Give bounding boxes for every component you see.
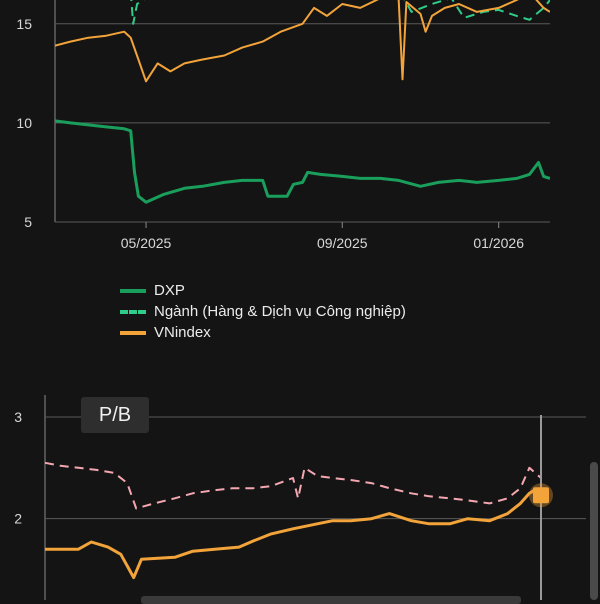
legend-item-vnindex[interactable]: VNindex (120, 322, 406, 343)
pb-title-badge: P/B (81, 397, 149, 433)
y-tick-label: 2 (14, 511, 22, 527)
series-line-vnindex (55, 0, 550, 83)
legend-item-dxp[interactable]: DXP (120, 280, 406, 301)
x-tick-label: 09/2025 (317, 235, 368, 251)
legend-label-dxp: DXP (154, 282, 185, 299)
price-comparison-chart: 5 10 15 05/2025 09/2025 01/2026 (16, 0, 550, 251)
series-line-industry (44, 461, 542, 510)
series-line-dxp (55, 119, 550, 204)
bottom-handle[interactable] (141, 596, 521, 604)
x-tick-label: 01/2026 (473, 235, 524, 251)
legend-swatch-industry (120, 309, 146, 314)
legend-swatch-dxp (120, 288, 146, 293)
y-tick-label: 15 (16, 16, 32, 32)
legend-label-industry: Ngành (Hàng & Dịch vụ Công nghiệp) (154, 303, 406, 320)
legend-item-industry[interactable]: Ngành (Hàng & Dịch vụ Công nghiệp) (120, 301, 406, 322)
series-line-industry (130, 0, 550, 25)
y-tick-label: 10 (16, 115, 32, 131)
scrollbar-thumb[interactable] (590, 462, 598, 600)
y-tick-label: 3 (14, 409, 22, 425)
series-line-dxp (45, 488, 542, 580)
legend-swatch-vnindex (120, 330, 146, 335)
chart-legend: DXP Ngành (Hàng & Dịch vụ Công nghiệp) V… (120, 280, 406, 343)
pb-chart: 23 (14, 395, 586, 600)
highlight-marker (533, 487, 549, 504)
x-tick-label: 05/2025 (121, 235, 172, 251)
y-tick-label: 5 (24, 214, 32, 230)
legend-label-vnindex: VNindex (154, 324, 211, 341)
